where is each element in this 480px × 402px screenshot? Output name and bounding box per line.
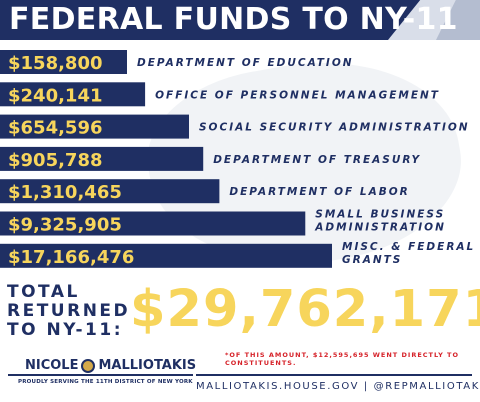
bar: [0, 243, 332, 268]
category-label: ADMINISTRATION: [314, 222, 446, 234]
bar: [0, 211, 306, 236]
logo-last-name: MALLIOTAKIS: [98, 358, 197, 373]
category-label: SMALL BUSINESS: [315, 209, 445, 221]
total-label-line: TO NY-11:: [7, 320, 124, 340]
category-label: GRANTS: [342, 254, 402, 266]
total-returned-label: TOTAL RETURNED TO NY-11:: [7, 283, 132, 340]
bar-value-label: $158,800: [8, 53, 103, 74]
bar-value-label: $1,310,465: [8, 182, 122, 203]
logo: NICOLE MALLIOTAKIS: [25, 358, 196, 374]
footnote: *OF THIS AMOUNT, $12,595,695 WENT DIRECT…: [225, 351, 460, 367]
bar: [0, 114, 190, 139]
category-label: OFFICE OF PERSONNEL MANAGEMENT: [155, 89, 440, 101]
website-handle: MALLIOTAKIS.HOUSE.GOV | @REPMALLIOTAKIS: [196, 381, 480, 392]
category-label: DEPARTMENT OF TREASURY: [213, 154, 421, 166]
bar-value-label: $240,141: [8, 85, 103, 106]
category-label: DEPARTMENT OF LABOR: [229, 186, 409, 198]
bar-value-label: $9,325,905: [8, 215, 122, 236]
bar-value-label: $905,788: [8, 150, 103, 171]
category-label: SOCIAL SECURITY ADMINISTRATION: [199, 122, 470, 134]
bar: [0, 50, 127, 74]
category-label: MISC. & FEDERAL: [342, 241, 475, 253]
logo-tagline: PROUDLY SERVING THE 11TH DISTRICT OF NEW…: [18, 379, 193, 385]
page-title: FEDERAL FUNDS TO NY-11: [9, 2, 458, 37]
category-label: DEPARTMENT OF EDUCATION: [137, 57, 354, 69]
bar: [0, 179, 220, 204]
title-banner: FEDERAL FUNDS TO NY-11: [0, 0, 480, 40]
logo-first-name: NICOLE: [25, 358, 79, 373]
total-label-line: TOTAL: [7, 282, 80, 302]
bar: [0, 146, 204, 171]
bar-value-label: $17,166,476: [8, 247, 134, 268]
congress-seal-icon: [81, 359, 96, 373]
total-amount: $29,762,171: [130, 280, 480, 339]
total-label-line: RETURNED: [7, 301, 131, 321]
bar: [0, 82, 146, 107]
footer-divider: [196, 374, 472, 376]
footer-divider: [8, 374, 193, 376]
bar-value-label: $654,596: [8, 118, 103, 139]
